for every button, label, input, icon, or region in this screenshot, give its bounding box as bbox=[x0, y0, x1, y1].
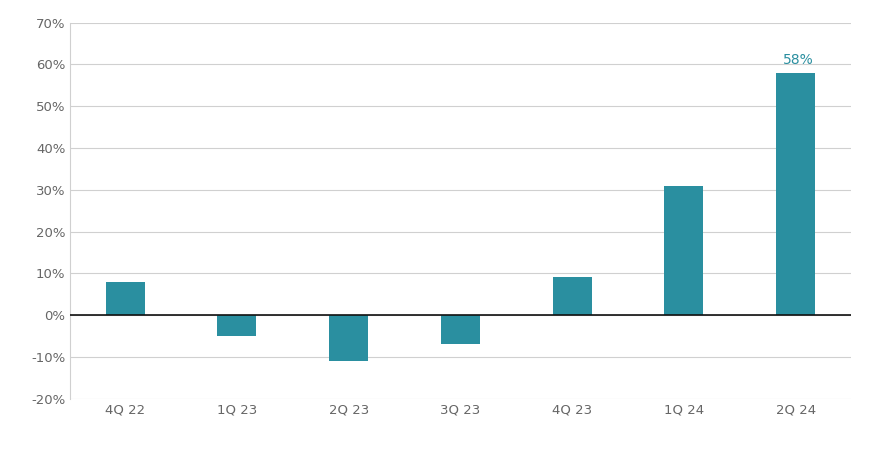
Bar bbox=[441, 315, 480, 344]
Bar bbox=[776, 73, 816, 315]
Bar bbox=[553, 278, 592, 315]
Bar bbox=[329, 315, 368, 361]
Bar bbox=[665, 186, 703, 315]
Bar bbox=[217, 315, 256, 336]
Bar bbox=[105, 282, 145, 315]
Text: 58%: 58% bbox=[782, 53, 813, 67]
